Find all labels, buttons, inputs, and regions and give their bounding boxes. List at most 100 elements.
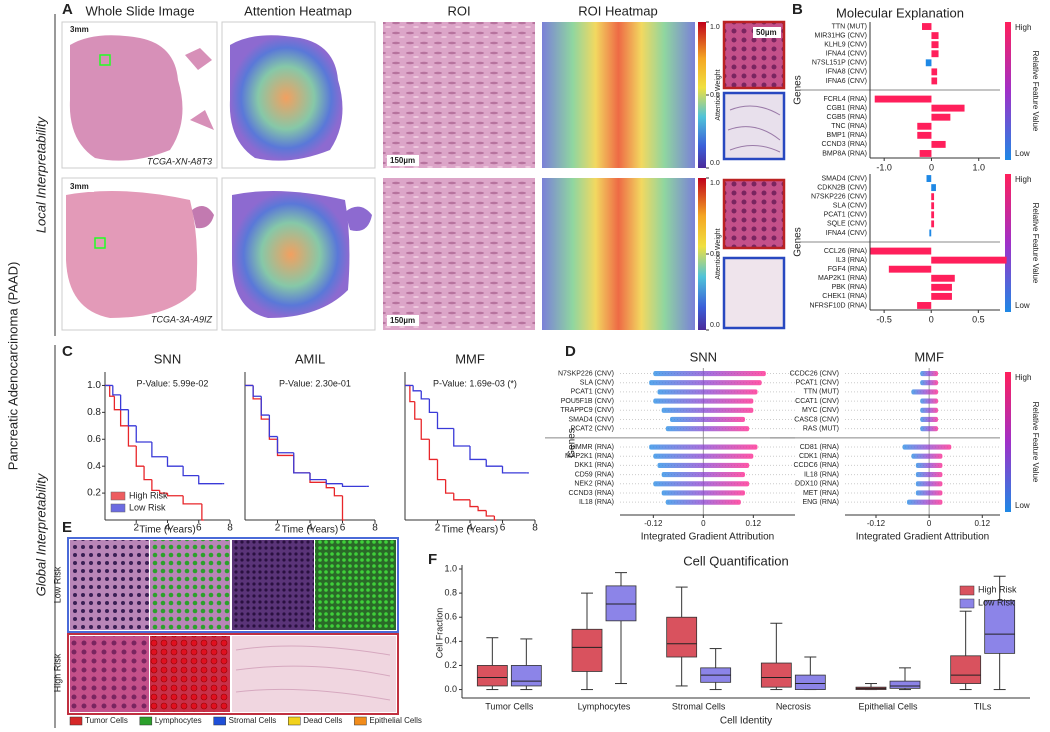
attribution-spread (653, 453, 754, 459)
bar (931, 274, 955, 282)
survival-step (127, 409, 137, 427)
axis-title: Genes (793, 227, 804, 256)
survival-step (151, 479, 160, 492)
x-tick-label: Necrosis (776, 701, 812, 711)
gene-label: CCND3 (RNA) (569, 490, 615, 497)
gene-label: HMMR (RNA) (571, 444, 614, 451)
sample-id: TCGA-XN-A8T3 (147, 156, 212, 166)
bar (931, 292, 952, 300)
legend-swatch (959, 585, 975, 596)
chart-title: SNN (154, 351, 181, 366)
tissue (192, 206, 214, 229)
survival-step (119, 409, 129, 427)
bar (922, 23, 932, 30)
x-tick-label: 8 (372, 523, 378, 534)
cell-image (232, 540, 314, 630)
y-tick-label: 0.6 (87, 434, 101, 445)
attribution-spread (649, 444, 758, 450)
gene-label: DKK1 (RNA) (574, 462, 614, 469)
scale-label: 150µm (390, 316, 415, 325)
box (984, 599, 1016, 654)
gene-label: MYC (CNV) (802, 407, 839, 414)
box (666, 616, 698, 658)
section-label: Local Interpretability (33, 115, 48, 233)
survival-step (119, 394, 129, 411)
colorbar-low: Low (1015, 301, 1030, 310)
gene-label: PCAT2 (CNV) (571, 425, 614, 432)
x-tick-label: 4 (467, 523, 473, 534)
heatmap (232, 191, 350, 318)
gene-label: IFNA4 (CNV) (826, 230, 867, 237)
bar (931, 32, 939, 40)
gene-label: SMAD4 (CNV) (821, 175, 867, 182)
box (950, 655, 982, 684)
y-tick-label: 1.0 (444, 563, 457, 573)
x-tick-label: 1.0 (972, 162, 985, 172)
colorbar-low: Low (1015, 501, 1030, 510)
x-tick-label: 8 (532, 523, 538, 534)
survival-step (493, 515, 497, 521)
survival-step (469, 499, 479, 508)
bar (931, 77, 938, 85)
x-tick-label: 6 (196, 523, 202, 534)
chart-title: Cell Quantification (683, 553, 789, 568)
gene-label: FGF4 (RNA) (828, 266, 867, 273)
attribution-spread (653, 398, 754, 404)
axis-title: Integrated Gradient Attribution (856, 532, 989, 543)
attribution-spread (920, 416, 938, 423)
gene-label: IFNA8 (CNV) (826, 69, 867, 76)
cell-image (150, 540, 230, 630)
survival-step (260, 396, 270, 416)
survival-step (135, 446, 145, 467)
legend-swatch (110, 503, 126, 513)
section-label: Global Interpretability (33, 472, 48, 596)
sample-id: TCGA-3A-A9IZ (151, 314, 213, 324)
box (571, 628, 603, 672)
colorbar-tick-label: 0.5 (710, 92, 720, 99)
survival-step (159, 490, 168, 494)
gene-label: MAP2K1 (RNA) (818, 275, 867, 282)
annotation: P-Value: 2.30e-01 (279, 378, 351, 388)
x-tick-label: 0 (929, 162, 934, 172)
zoom-image (722, 91, 786, 161)
attribution-spread (920, 370, 938, 377)
legend-label: High Risk (978, 584, 1017, 594)
attribution-spread (657, 389, 758, 395)
attribution-spread (661, 407, 754, 413)
cell-images (67, 537, 399, 715)
gene-label: TRAPPC9 (CNV) (560, 407, 614, 414)
bar (919, 150, 932, 157)
colorbar (698, 22, 706, 168)
gene-label: MET (RNA) (803, 490, 839, 497)
chart-title: MMF (914, 349, 944, 364)
x-tick-label: 0.12 (746, 519, 762, 528)
y-tick-label: 0.2 (444, 660, 457, 670)
gene-label: CDK1 (RNA) (799, 453, 839, 460)
survival-step (485, 510, 495, 517)
box (794, 674, 826, 690)
scale-bg (66, 24, 94, 35)
x-tick-label: 2 (435, 523, 441, 534)
survival-step (453, 493, 470, 501)
gene-label: SLA (CNV) (833, 203, 867, 210)
colorbar-label: Attention Weight (715, 228, 722, 279)
survival-step (293, 455, 310, 474)
scale-label: 3mm (70, 25, 89, 34)
legend-label: Dead Cells (303, 716, 342, 725)
survival-step (166, 456, 184, 467)
cell-image (150, 636, 230, 712)
cell-image (70, 636, 149, 712)
gene-label: PCAT1 (CNV) (571, 389, 614, 396)
cell-image (232, 636, 396, 712)
survival-step (444, 479, 454, 494)
bar (931, 113, 951, 121)
colorbar-tick-label: 0.0 (710, 160, 720, 167)
axis-title: Cell Fraction (434, 608, 444, 659)
panel-title: Molecular Explanation (836, 5, 964, 20)
gene-label: RAS (MUT) (803, 425, 839, 432)
column-title: ROI Heatmap (578, 3, 657, 18)
annotation: P-Value: 1.69e-03 (*) (433, 378, 517, 388)
y-tick-label: 1.0 (87, 380, 101, 391)
survival-step (414, 401, 422, 420)
